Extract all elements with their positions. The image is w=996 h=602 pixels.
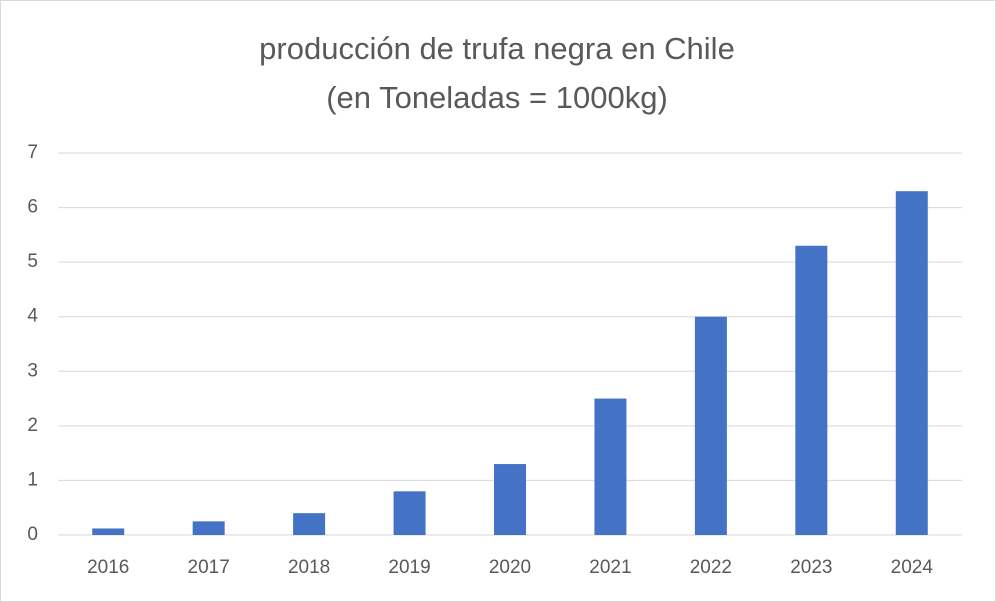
bar	[795, 245, 828, 535]
x-tick-label: 2019	[388, 557, 430, 578]
bar	[694, 316, 727, 535]
bar	[494, 464, 526, 535]
y-tick-label: 5	[27, 251, 38, 272]
x-tick-label: 2021	[589, 557, 631, 578]
x-tick-label: 2023	[790, 557, 832, 578]
x-tick-label: 2018	[288, 557, 330, 578]
bar	[192, 521, 225, 535]
x-tick-label: 2022	[690, 557, 732, 578]
x-tick-label: 2016	[87, 557, 129, 578]
bar	[92, 528, 125, 535]
y-tick-label: 2	[27, 415, 38, 436]
chart-subtitle: (en Toneladas = 1000kg)	[326, 80, 668, 115]
bar	[393, 491, 426, 535]
y-tick-label: 3	[27, 360, 38, 381]
y-tick-label: 7	[27, 142, 38, 163]
chart-title: producción de trufa negra en Chile	[259, 31, 735, 66]
x-tick-label: 2017	[188, 557, 230, 578]
x-tick-label: 2024	[891, 557, 934, 578]
y-tick-label: 0	[27, 524, 38, 545]
y-tick-label: 1	[27, 469, 38, 490]
x-tick-label: 2020	[489, 557, 531, 578]
bar	[293, 513, 326, 535]
y-tick-label: 6	[27, 197, 38, 218]
y-tick-label: 4	[27, 306, 38, 327]
bar	[895, 191, 928, 535]
bar	[594, 398, 627, 535]
